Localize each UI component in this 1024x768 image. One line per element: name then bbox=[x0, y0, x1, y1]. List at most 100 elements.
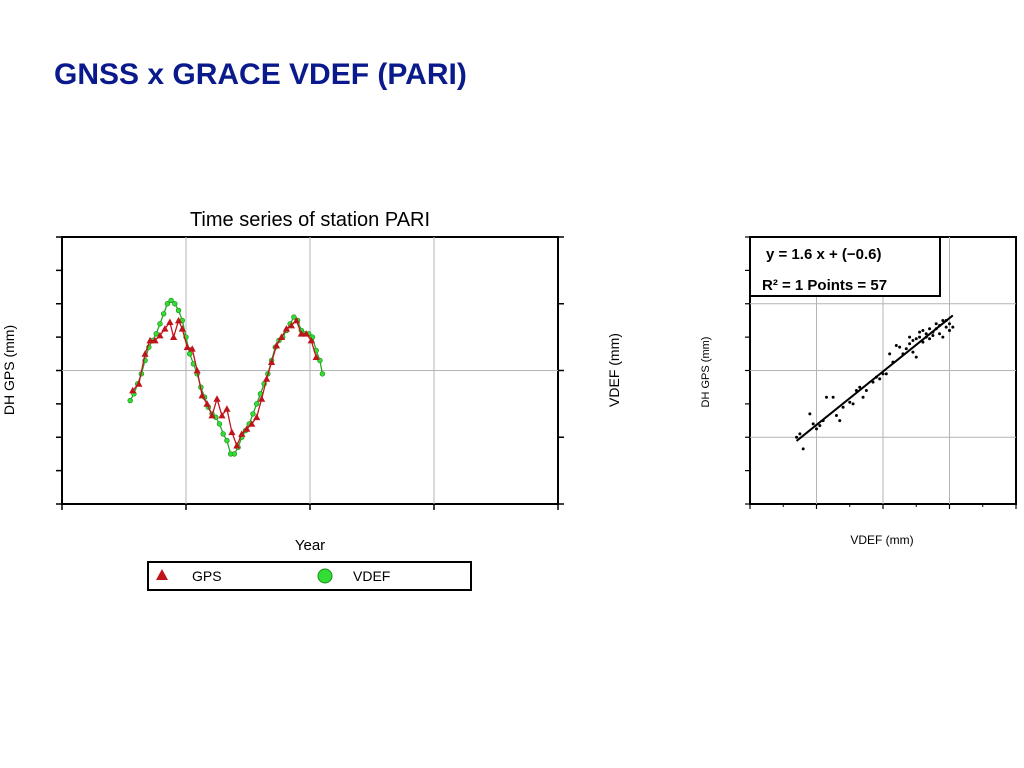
sc-point bbox=[918, 330, 922, 334]
sc-point bbox=[871, 380, 875, 384]
legend-gps-label: GPS bbox=[192, 568, 222, 584]
sc-equation-text: y = 1.6 x + (−0.6) bbox=[766, 246, 882, 263]
ts-point-gps bbox=[141, 350, 149, 357]
sc-point bbox=[894, 343, 898, 347]
sc-point bbox=[861, 395, 865, 399]
ts-point-gps bbox=[183, 343, 191, 351]
sc-annotation-box bbox=[749, 236, 941, 297]
ts-point-gps bbox=[238, 430, 246, 437]
ts-point-gps bbox=[208, 411, 216, 419]
ts-point-gps bbox=[307, 336, 315, 344]
sc-point bbox=[941, 335, 945, 339]
ts-point-vdef bbox=[127, 397, 133, 404]
ts-point-vdef bbox=[175, 307, 182, 314]
ts-point-gps bbox=[161, 325, 169, 332]
sc-point bbox=[878, 377, 882, 381]
slide-title: GNSS x GRACE VDEF (PARI) bbox=[54, 58, 467, 91]
ts-point-vdef bbox=[231, 451, 238, 457]
ts-point-gps bbox=[198, 391, 206, 399]
sc-point bbox=[921, 340, 925, 344]
sc-point bbox=[944, 325, 948, 329]
sc-point bbox=[931, 333, 935, 337]
sc-point bbox=[838, 419, 842, 423]
ts-point-gps bbox=[272, 341, 281, 349]
sc-point bbox=[914, 355, 918, 359]
ts-point-gps bbox=[253, 413, 261, 421]
ts-point-gps bbox=[156, 331, 164, 339]
ts-point-vdef bbox=[172, 301, 178, 307]
sc-point bbox=[801, 447, 805, 451]
ts-point-gps bbox=[297, 330, 305, 337]
sc-point bbox=[815, 427, 818, 431]
ts-point-gps bbox=[282, 325, 291, 332]
ts-point-gps bbox=[277, 333, 286, 341]
sc-point bbox=[798, 432, 802, 436]
sc-ticks bbox=[745, 236, 1017, 509]
ts-point-vdef bbox=[250, 411, 256, 417]
ts-point-gps bbox=[193, 366, 201, 374]
ts-y-axis-label: DH GPS (mm) bbox=[1, 325, 17, 415]
sc-point bbox=[938, 332, 942, 336]
ts-point-gps bbox=[258, 395, 266, 402]
sc-point bbox=[928, 327, 932, 331]
ts-point-gps bbox=[243, 425, 251, 432]
sc-point bbox=[888, 352, 892, 356]
sc-point bbox=[921, 328, 925, 332]
sc-y-axis-label: DH GPS (mm) bbox=[700, 337, 712, 408]
ts-point-gps bbox=[218, 411, 226, 419]
ts-series bbox=[127, 297, 326, 457]
ts-point-vdef bbox=[168, 297, 174, 304]
sc-point bbox=[834, 414, 838, 418]
sc-point bbox=[911, 338, 915, 342]
ts-y2-axis-label: VDEF (mm) bbox=[606, 333, 622, 407]
ts-grid bbox=[62, 237, 558, 504]
ts-point-gps bbox=[312, 353, 320, 361]
ts-point-vdef bbox=[224, 437, 230, 444]
ts-point-vdef bbox=[153, 331, 159, 337]
ts-ticks bbox=[56, 236, 564, 510]
ts-point-vdef bbox=[216, 421, 223, 427]
legend: GPS VDEF bbox=[147, 561, 472, 591]
ts-point-gps bbox=[292, 316, 300, 324]
ts-point-gps bbox=[302, 330, 310, 337]
ts-point-gps bbox=[248, 420, 256, 427]
ts-point-gps bbox=[170, 333, 178, 341]
ts-point-gps bbox=[146, 336, 154, 344]
sc-point bbox=[941, 318, 945, 322]
ts-series-line-gps bbox=[132, 318, 317, 448]
ts-point-gps bbox=[174, 316, 183, 324]
ts-point-vdef bbox=[160, 311, 167, 317]
sc-r2-text: R² = 1 Points = 57 bbox=[762, 277, 887, 294]
sc-point bbox=[914, 337, 918, 341]
ts-point-gps bbox=[178, 325, 186, 332]
sc-point bbox=[841, 405, 845, 409]
ts-point-vdef bbox=[157, 321, 163, 327]
sc-point bbox=[904, 347, 908, 351]
ts-point-gps bbox=[223, 405, 231, 412]
ts-point-gps bbox=[233, 441, 241, 449]
sc-point bbox=[911, 350, 915, 354]
sc-point bbox=[824, 395, 828, 399]
ts-point-vdef bbox=[253, 401, 260, 407]
ts-point-gps bbox=[287, 321, 295, 329]
sc-point bbox=[948, 322, 951, 326]
sc-point bbox=[951, 325, 955, 329]
ts-point-gps bbox=[188, 345, 196, 352]
sc-points bbox=[795, 318, 955, 451]
ts-point-vdef bbox=[220, 431, 226, 437]
legend-vdef-marker bbox=[317, 568, 333, 584]
ts-point-gps bbox=[213, 395, 221, 402]
scatter-chart: DH GPS (mm) VDEF (mm) y = 1.6 x + (−0.6)… bbox=[700, 236, 1017, 547]
sc-point bbox=[851, 402, 855, 406]
sc-point bbox=[908, 335, 912, 339]
sc-fit-line bbox=[795, 314, 954, 442]
sc-point bbox=[898, 345, 902, 349]
ts-point-gps bbox=[135, 380, 143, 387]
sc-point bbox=[818, 424, 822, 428]
ts-point-vdef bbox=[319, 371, 326, 377]
sc-point bbox=[848, 400, 852, 404]
sc-point bbox=[908, 342, 912, 346]
sc-point bbox=[808, 412, 812, 416]
ts-point-vdef bbox=[187, 351, 193, 357]
